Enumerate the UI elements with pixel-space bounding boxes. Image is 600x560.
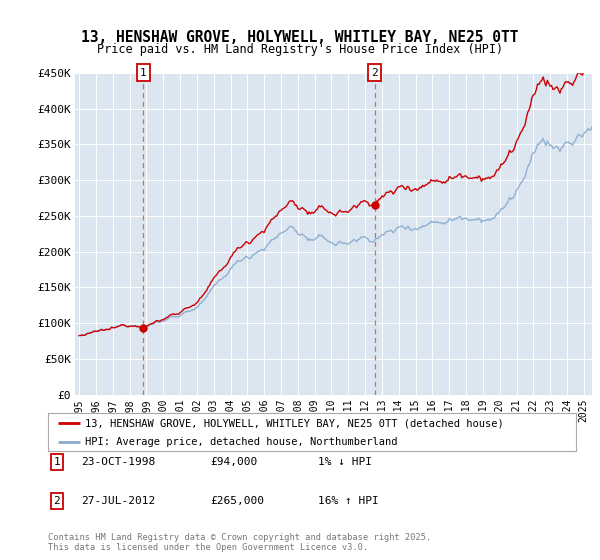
- Text: Contains HM Land Registry data © Crown copyright and database right 2025.: Contains HM Land Registry data © Crown c…: [48, 533, 431, 542]
- Text: £94,000: £94,000: [210, 457, 257, 467]
- Text: £265,000: £265,000: [210, 496, 264, 506]
- Text: 1: 1: [140, 68, 146, 78]
- Text: 27-JUL-2012: 27-JUL-2012: [81, 496, 155, 506]
- Text: 2: 2: [371, 68, 378, 78]
- Text: 23-OCT-1998: 23-OCT-1998: [81, 457, 155, 467]
- Text: 13, HENSHAW GROVE, HOLYWELL, WHITLEY BAY, NE25 0TT (detached house): 13, HENSHAW GROVE, HOLYWELL, WHITLEY BAY…: [85, 418, 504, 428]
- Text: Price paid vs. HM Land Registry's House Price Index (HPI): Price paid vs. HM Land Registry's House …: [97, 43, 503, 56]
- Text: HPI: Average price, detached house, Northumberland: HPI: Average price, detached house, Nort…: [85, 437, 397, 447]
- Text: 2: 2: [53, 496, 61, 506]
- Text: This data is licensed under the Open Government Licence v3.0.: This data is licensed under the Open Gov…: [48, 543, 368, 552]
- Text: 1% ↓ HPI: 1% ↓ HPI: [318, 457, 372, 467]
- Text: 13, HENSHAW GROVE, HOLYWELL, WHITLEY BAY, NE25 0TT: 13, HENSHAW GROVE, HOLYWELL, WHITLEY BAY…: [81, 30, 519, 45]
- Text: 1: 1: [53, 457, 61, 467]
- Text: 16% ↑ HPI: 16% ↑ HPI: [318, 496, 379, 506]
